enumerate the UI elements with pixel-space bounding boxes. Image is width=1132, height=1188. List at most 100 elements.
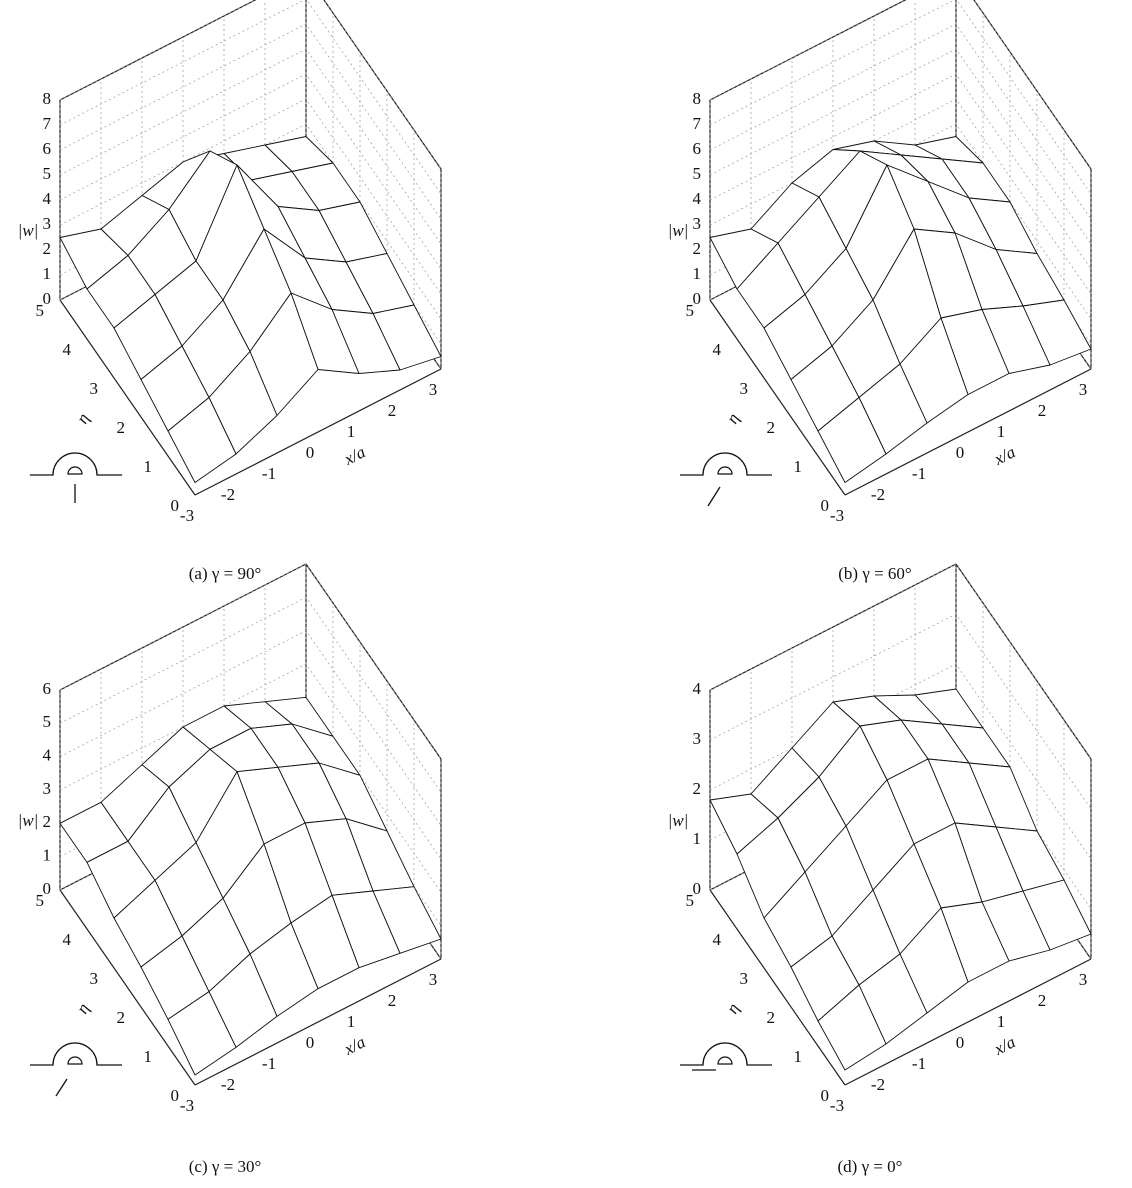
x-axis-label: x/a: [990, 442, 1018, 469]
eta-tick-label: 0: [821, 496, 830, 515]
x-tick-label: 3: [1079, 970, 1088, 989]
x-tick-label: -2: [871, 1075, 885, 1094]
z-tick-label: 6: [43, 679, 52, 698]
icon-arrow: [56, 1079, 67, 1096]
z-tick-label: 7: [43, 114, 52, 133]
x-tick-label: -3: [180, 1096, 194, 1115]
x-tick-label: -1: [912, 1054, 926, 1073]
eta-tick-label: 5: [36, 891, 45, 910]
z-tick-label: 2: [43, 812, 52, 831]
eta-tick-label: 3: [740, 379, 749, 398]
x-axis-label: x/a: [340, 1032, 368, 1059]
icon: [718, 1057, 732, 1064]
z-tick-label: 4: [43, 746, 52, 765]
x-tick-label: 2: [1038, 991, 1047, 1010]
icon: [680, 453, 772, 475]
z-axis-label: |w|: [18, 221, 39, 240]
x-tick-label: -1: [262, 1054, 276, 1073]
z-tick-label: 2: [43, 239, 52, 258]
icon: [680, 1043, 772, 1065]
eta-tick-label: 0: [171, 1086, 180, 1105]
icon: [68, 1057, 82, 1064]
box-edge: [306, 0, 441, 169]
caption: (c) γ = 30°: [189, 1157, 262, 1176]
z-tick-label: 5: [693, 164, 702, 183]
x-tick-label: 1: [997, 1012, 1006, 1031]
eta-tick-label: 5: [36, 301, 45, 320]
x-tick-label: -3: [180, 506, 194, 525]
x-tick-label: 3: [429, 970, 438, 989]
eta-axis-label: η: [723, 1000, 744, 1017]
z-tick-label: 2: [693, 239, 702, 258]
eta-tick-label: 4: [713, 930, 722, 949]
eta-tick-label: 3: [90, 379, 99, 398]
z-tick-label: 2: [693, 779, 702, 798]
eta-tick-label: 4: [63, 930, 72, 949]
x-tick-label: 2: [388, 991, 397, 1010]
eta-tick-label: 2: [767, 418, 776, 437]
eta-tick-label: 1: [794, 1047, 803, 1066]
z-tick-label: 6: [693, 139, 702, 158]
x-axis-label: x/a: [340, 442, 368, 469]
panel: 0123456-3-2-10123012345|w|ηx/a(c) γ = 30…: [18, 564, 441, 1176]
z-tick-label: 8: [43, 89, 52, 108]
eta-axis-label: η: [723, 410, 744, 427]
eta-tick-label: 4: [713, 340, 722, 359]
z-tick-label: 4: [43, 189, 52, 208]
z-tick-label: 6: [43, 139, 52, 158]
icon: [30, 453, 122, 475]
x-tick-label: 0: [306, 1033, 315, 1052]
eta-tick-label: 5: [686, 891, 695, 910]
x-tick-label: -2: [871, 485, 885, 504]
x-tick-label: 1: [347, 1012, 356, 1031]
eta-tick-label: 0: [171, 496, 180, 515]
eta-tick-label: 3: [740, 969, 749, 988]
z-axis-label: |w|: [18, 811, 39, 830]
z-tick-label: 1: [693, 829, 702, 848]
z-tick-label: 1: [43, 846, 52, 865]
x-axis-label: x/a: [990, 1032, 1018, 1059]
x-tick-label: -1: [262, 464, 276, 483]
x-tick-label: -1: [912, 464, 926, 483]
icon: [30, 1043, 122, 1065]
z-tick-label: 4: [693, 189, 702, 208]
eta-tick-label: 3: [90, 969, 99, 988]
eta-axis-label: η: [73, 410, 94, 427]
eta-tick-label: 2: [117, 418, 126, 437]
x-tick-label: 2: [388, 401, 397, 420]
z-tick-label: 3: [43, 214, 52, 233]
eta-tick-label: 5: [686, 301, 695, 320]
x-tick-label: 3: [429, 380, 438, 399]
icon: [68, 467, 82, 474]
z-tick-label: 8: [693, 89, 702, 108]
z-axis-label: |w|: [668, 811, 689, 830]
panel: 012345678-3-2-10123012345|w|ηx/a(b) γ = …: [668, 0, 1091, 583]
grid-line: [60, 0, 441, 169]
z-tick-label: 5: [43, 164, 52, 183]
z-tick-label: 3: [43, 779, 52, 798]
x-tick-label: 3: [1079, 380, 1088, 399]
x-tick-label: -3: [830, 506, 844, 525]
z-axis-label: |w|: [668, 221, 689, 240]
z-tick-label: 1: [43, 264, 52, 283]
x-tick-label: 0: [956, 443, 965, 462]
eta-tick-label: 1: [794, 457, 803, 476]
figure: 012345678-3-2-10123012345|w|ηx/a(a) γ = …: [0, 0, 1132, 1188]
z-tick-label: 3: [693, 729, 702, 748]
icon-arrow: [708, 487, 720, 506]
x-tick-label: -3: [830, 1096, 844, 1115]
eta-tick-label: 2: [767, 1008, 776, 1027]
x-tick-label: 0: [956, 1033, 965, 1052]
box-edge: [956, 0, 1091, 169]
eta-tick-label: 1: [144, 1047, 153, 1066]
eta-axis-label: η: [73, 1000, 94, 1017]
caption: (b) γ = 60°: [838, 564, 911, 583]
x-tick-label: 1: [347, 422, 356, 441]
x-tick-label: 0: [306, 443, 315, 462]
eta-tick-label: 1: [144, 457, 153, 476]
z-tick-label: 4: [693, 679, 702, 698]
z-tick-label: 5: [43, 712, 52, 731]
x-tick-label: 1: [997, 422, 1006, 441]
icon: [718, 467, 732, 474]
